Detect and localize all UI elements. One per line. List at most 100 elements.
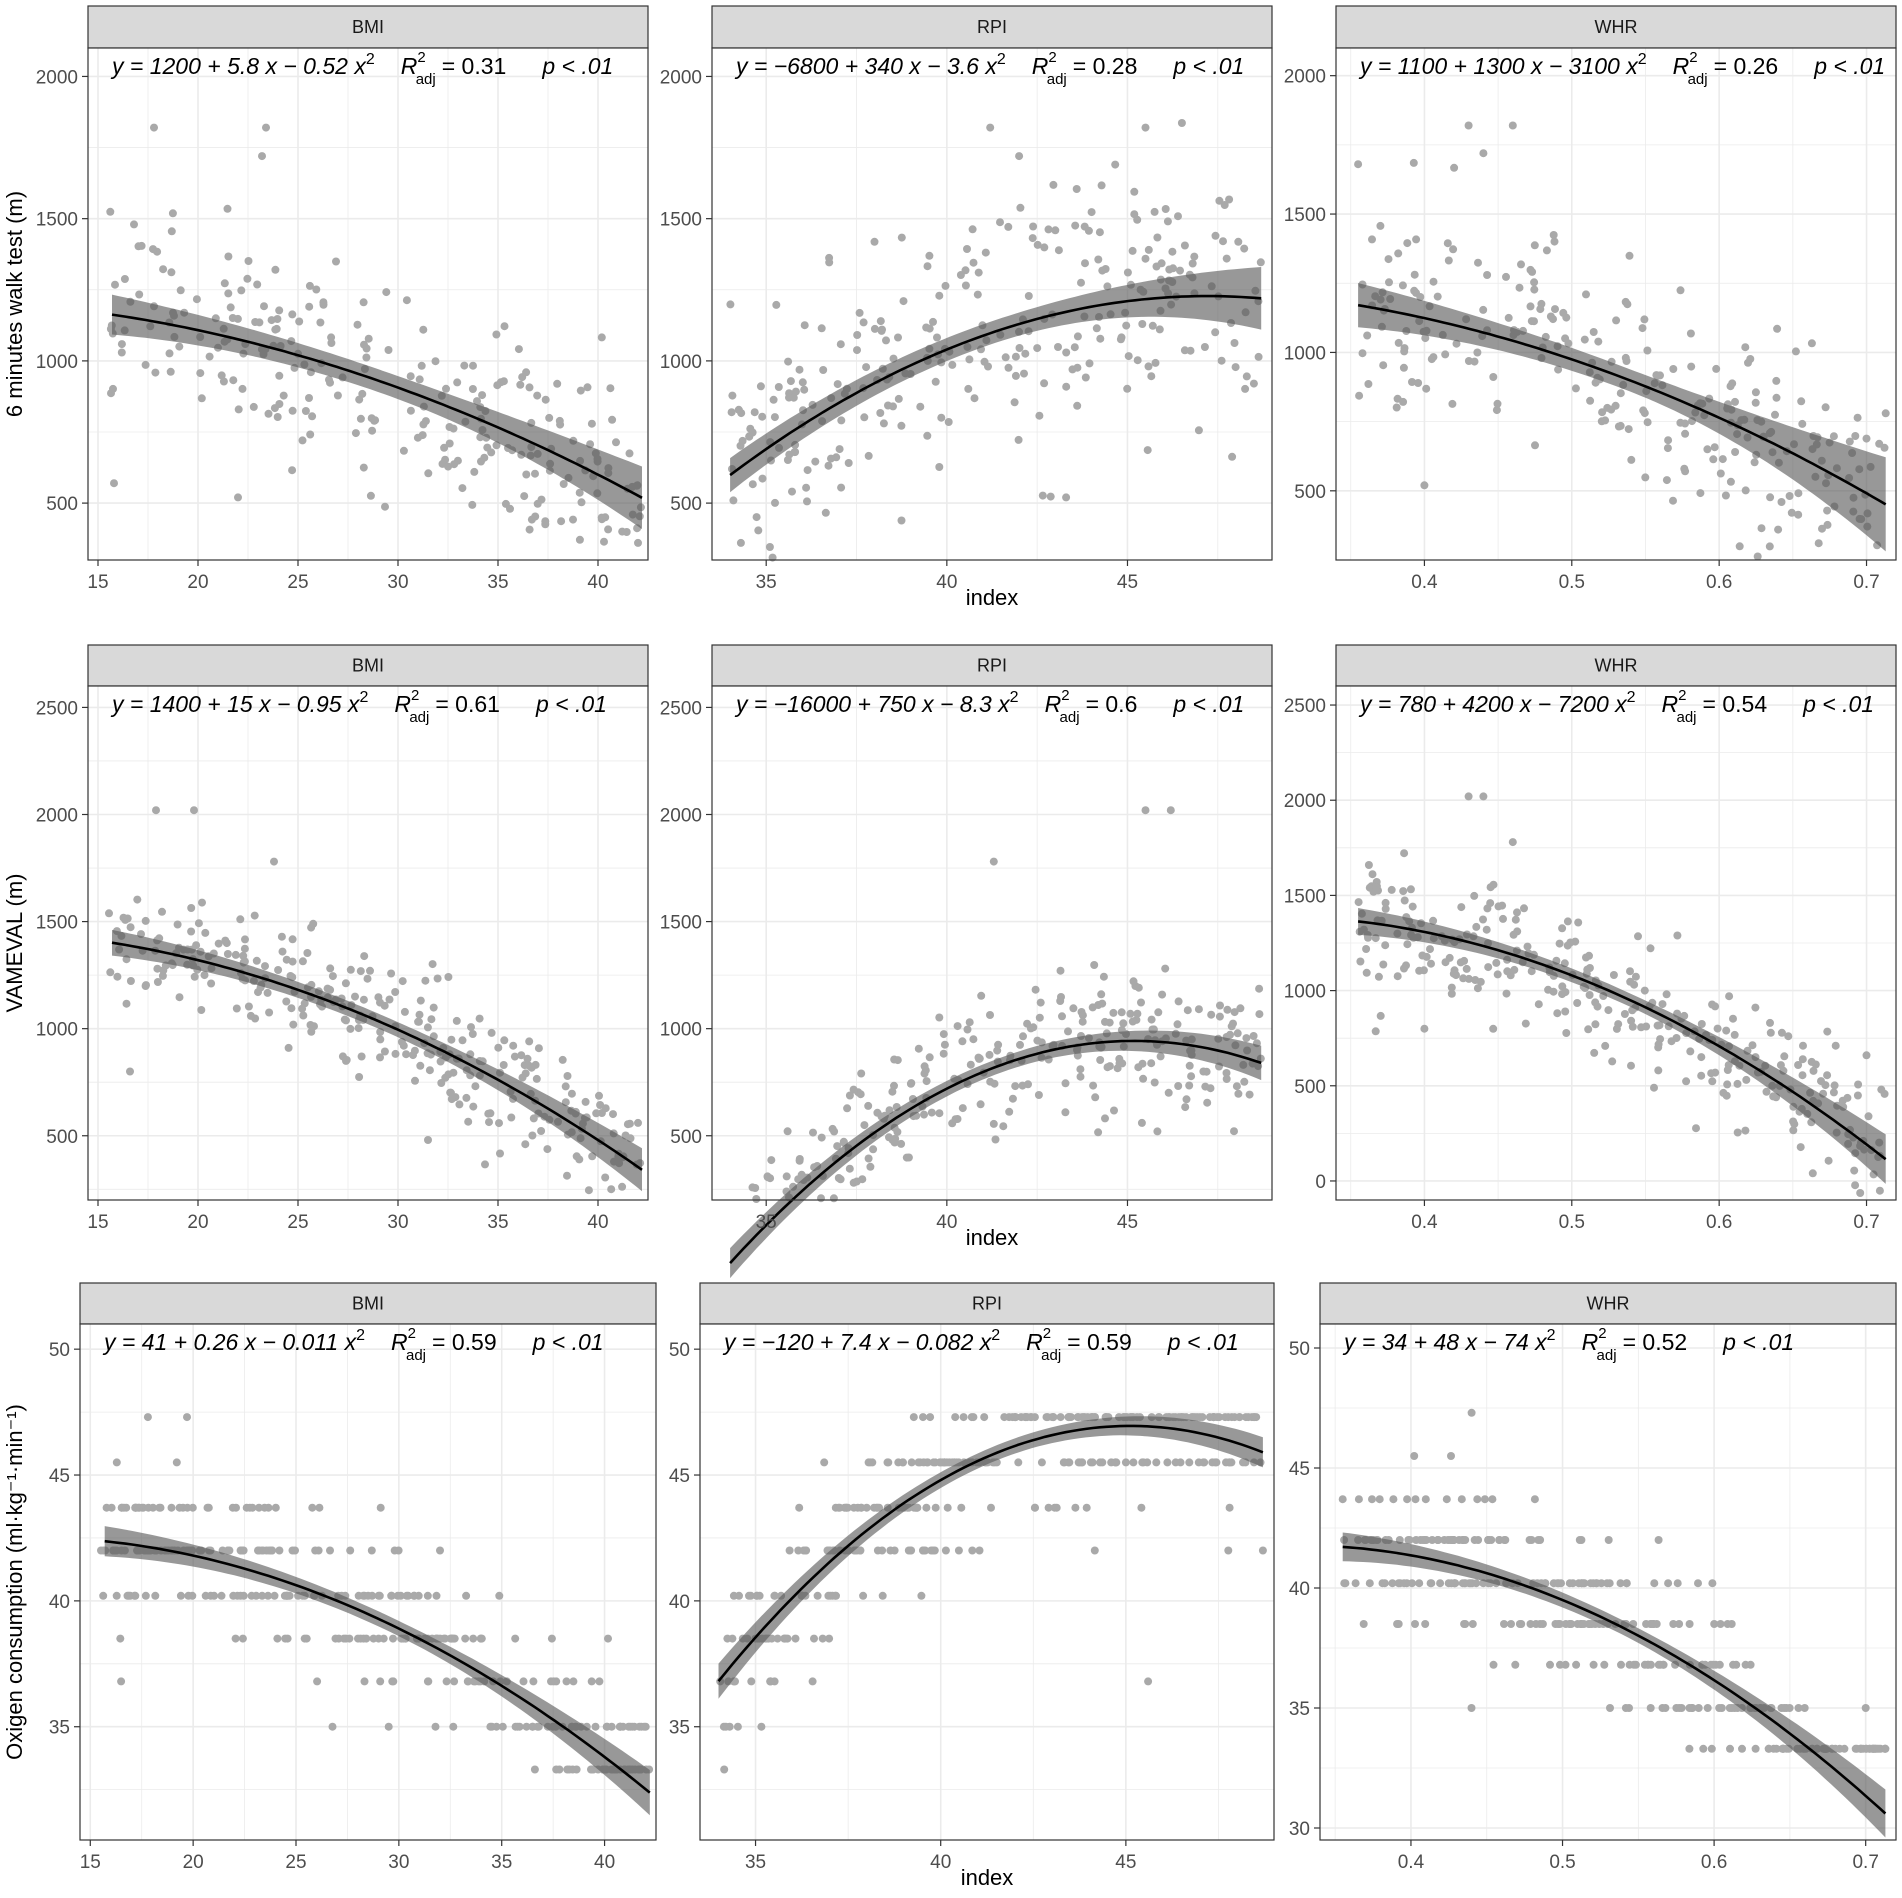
data-point bbox=[192, 941, 201, 950]
data-point bbox=[1368, 1495, 1376, 1504]
data-point bbox=[1789, 1117, 1798, 1126]
x-tick-label: 35 bbox=[487, 1212, 508, 1233]
data-point bbox=[1016, 203, 1025, 212]
data-point bbox=[484, 1109, 493, 1118]
data-point bbox=[1443, 239, 1452, 248]
data-point bbox=[985, 1050, 994, 1059]
data-point bbox=[1177, 119, 1186, 127]
r-squared-value: = 0.52 bbox=[1623, 1329, 1688, 1355]
data-point bbox=[1646, 1660, 1655, 1669]
data-point bbox=[1741, 486, 1750, 495]
data-point bbox=[1617, 1660, 1625, 1669]
data-point bbox=[1566, 938, 1575, 947]
data-point bbox=[1062, 348, 1071, 357]
data-point bbox=[206, 1591, 215, 1600]
data-point bbox=[315, 1503, 324, 1512]
data-point bbox=[1123, 384, 1132, 393]
x-tick-label: 20 bbox=[187, 572, 208, 593]
data-point bbox=[1368, 235, 1376, 244]
data-point bbox=[192, 295, 201, 304]
data-point bbox=[1147, 1015, 1156, 1024]
data-point bbox=[1624, 425, 1633, 434]
data-point bbox=[1751, 1003, 1760, 1012]
data-point bbox=[525, 1037, 534, 1046]
data-point bbox=[1427, 1579, 1436, 1588]
data-point bbox=[236, 1591, 245, 1600]
data-point bbox=[1655, 1021, 1664, 1030]
panel-border bbox=[1335, 685, 1897, 1201]
data-point bbox=[810, 1634, 818, 1643]
data-point bbox=[897, 1139, 906, 1148]
data-point bbox=[1623, 300, 1632, 309]
data-point bbox=[1462, 964, 1471, 973]
data-point bbox=[1664, 1579, 1673, 1588]
data-point bbox=[1675, 1704, 1684, 1712]
data-point bbox=[1094, 255, 1103, 264]
data-point bbox=[1676, 286, 1685, 295]
data-point bbox=[894, 333, 902, 342]
data-point bbox=[1762, 1087, 1771, 1096]
data-point bbox=[888, 1136, 897, 1144]
data-point bbox=[368, 426, 377, 435]
y-tick-label: 40 bbox=[49, 1592, 70, 1613]
confidence-band bbox=[730, 267, 1262, 493]
data-point bbox=[151, 1591, 160, 1600]
data-point bbox=[1222, 254, 1231, 263]
data-point bbox=[167, 1503, 176, 1512]
data-point bbox=[1356, 957, 1365, 966]
data-point bbox=[1441, 350, 1450, 359]
data-point bbox=[328, 972, 337, 981]
data-point bbox=[137, 241, 146, 250]
data-point bbox=[1845, 437, 1854, 446]
x-tick-label: 15 bbox=[87, 1212, 108, 1233]
data-point bbox=[1069, 1004, 1078, 1013]
data-point bbox=[312, 285, 321, 294]
data-point bbox=[1235, 1413, 1244, 1422]
data-point bbox=[1441, 958, 1450, 967]
data-point bbox=[1718, 455, 1727, 464]
data-point bbox=[859, 1591, 868, 1600]
data-point bbox=[1794, 510, 1803, 519]
data-point bbox=[1722, 1026, 1731, 1035]
data-point bbox=[1612, 316, 1621, 325]
data-point bbox=[1447, 1579, 1456, 1588]
data-point bbox=[541, 395, 550, 404]
facet-strip-label: RPI bbox=[977, 656, 1007, 676]
data-point bbox=[984, 362, 992, 371]
data-point bbox=[587, 419, 596, 428]
x-tick-label: 40 bbox=[936, 1212, 957, 1233]
data-point bbox=[1875, 1186, 1884, 1195]
data-point bbox=[1530, 1495, 1539, 1504]
data-point bbox=[255, 1503, 263, 1512]
data-point bbox=[411, 1076, 419, 1085]
data-point bbox=[961, 281, 970, 290]
data-point bbox=[356, 967, 365, 976]
data-point bbox=[1194, 426, 1203, 435]
data-point bbox=[1249, 1413, 1258, 1422]
data-point bbox=[110, 479, 118, 488]
data-point bbox=[1573, 999, 1582, 1007]
data-point bbox=[376, 1053, 384, 1062]
x-tick-label: 0.6 bbox=[1706, 1212, 1732, 1233]
data-point bbox=[1877, 1085, 1886, 1094]
points-layer bbox=[716, 1413, 1267, 1774]
data-point bbox=[603, 1722, 612, 1731]
data-point bbox=[1426, 945, 1434, 954]
fit-equation: y = −120 + 7.4 x − 0.082 x2 R2 adj= 0.59 p … bbox=[722, 1325, 1239, 1364]
x-tick-label: 0.6 bbox=[1706, 572, 1732, 593]
panel-border bbox=[711, 47, 1273, 561]
data-point bbox=[1603, 1579, 1612, 1588]
data-point bbox=[1414, 379, 1423, 387]
data-point bbox=[1675, 1620, 1684, 1628]
data-point bbox=[618, 527, 627, 536]
confidence-band bbox=[104, 1526, 650, 1816]
confidence-band bbox=[1342, 1532, 1886, 1838]
data-point bbox=[223, 950, 232, 958]
data-point bbox=[1789, 1126, 1798, 1135]
y-tick-label: 1500 bbox=[660, 210, 702, 231]
data-point bbox=[519, 1677, 528, 1686]
data-point bbox=[1205, 1413, 1214, 1422]
data-point bbox=[1473, 984, 1482, 993]
y-tick-label: 2000 bbox=[660, 806, 702, 827]
